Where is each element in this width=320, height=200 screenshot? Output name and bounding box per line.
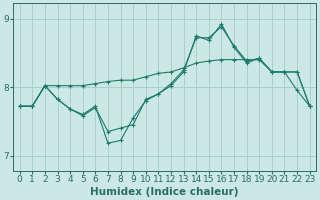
X-axis label: Humidex (Indice chaleur): Humidex (Indice chaleur) bbox=[91, 187, 239, 197]
